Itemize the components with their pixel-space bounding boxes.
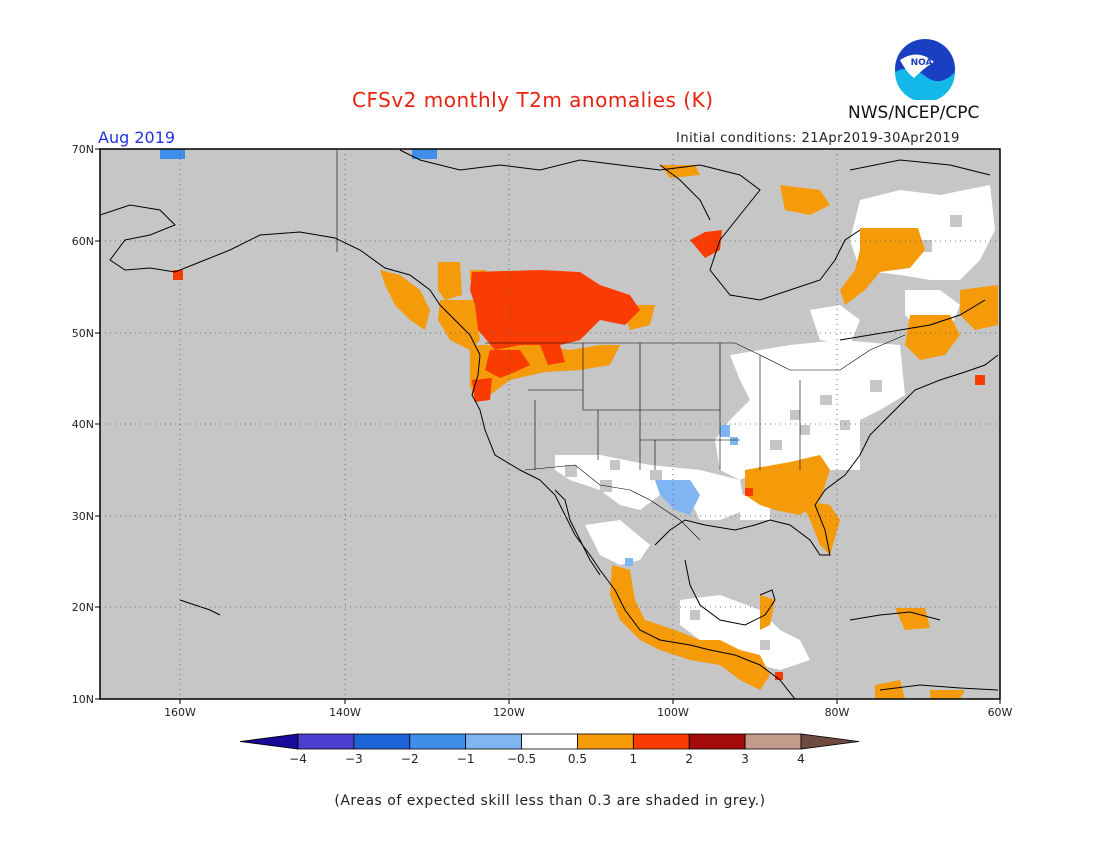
borders bbox=[336, 150, 906, 541]
logo-text: NOAA bbox=[911, 58, 940, 68]
lat-label: 30N bbox=[71, 510, 94, 523]
colorbar-box bbox=[465, 733, 522, 750]
chart-title: CFSv2 monthly T2m anomalies (K) bbox=[352, 88, 714, 112]
colorbar-tick-label: 1 bbox=[629, 752, 638, 766]
noaa-logo-icon: NOAA bbox=[895, 39, 955, 100]
lat-label: 60N bbox=[71, 235, 94, 248]
lon-label: 80W bbox=[824, 706, 850, 719]
colorbar-box bbox=[297, 733, 355, 750]
valid-month: Aug 2019 bbox=[98, 128, 176, 147]
colorbar-box bbox=[409, 733, 467, 750]
axis-ticks bbox=[95, 148, 1001, 704]
colorbar-tick-label: −3 bbox=[345, 752, 363, 766]
agency-label: NWS/NCEP/CPC bbox=[848, 103, 980, 123]
low-skill-speckles bbox=[565, 215, 962, 650]
warm-05-1-regions bbox=[380, 165, 998, 699]
lat-label: 40N bbox=[71, 418, 94, 431]
lon-label: 100W bbox=[657, 706, 689, 719]
cool-05-1-regions bbox=[625, 425, 738, 566]
colorbar-tick-label: 2 bbox=[685, 752, 694, 766]
colorbar-tick-label: 3 bbox=[741, 752, 749, 766]
colorbar-tick-label: 4 bbox=[797, 752, 805, 766]
colorbar-arrow-low bbox=[239, 733, 299, 750]
footnote: (Areas of expected skill less than 0.3 a… bbox=[334, 793, 766, 809]
colorbar-arrow-high bbox=[800, 733, 860, 750]
lat-label: 70N bbox=[71, 143, 94, 156]
colorbar-tick-label: −2 bbox=[400, 752, 419, 766]
warm-1-2-regions bbox=[173, 230, 985, 680]
colorbar bbox=[239, 733, 860, 750]
near-normal-regions bbox=[555, 185, 995, 670]
colorbar-box bbox=[577, 733, 634, 750]
cool-1-2-regions bbox=[160, 149, 437, 159]
colorbar-tick-label: −4 bbox=[289, 752, 307, 766]
graticule bbox=[100, 149, 1000, 699]
lon-label: 160W bbox=[164, 706, 196, 719]
colorbar-box bbox=[632, 733, 690, 750]
anomaly-patches bbox=[160, 149, 998, 699]
lat-label: 10N bbox=[71, 693, 94, 706]
coastlines bbox=[100, 149, 999, 699]
colorbar-box bbox=[744, 733, 802, 750]
colorbar-tick-label: −1 bbox=[456, 752, 475, 766]
lon-label: 120W bbox=[493, 706, 525, 719]
colorbar-box bbox=[688, 733, 746, 750]
lon-label: 140W bbox=[329, 706, 361, 719]
lat-label: 50N bbox=[71, 327, 94, 340]
colorbar-tick-label: −0.5 bbox=[506, 752, 537, 766]
initial-conditions: Initial conditions: 21Apr2019-30Apr2019 bbox=[676, 131, 960, 146]
lon-label: 60W bbox=[987, 706, 1013, 719]
colorbar-tick-label: 0.5 bbox=[567, 752, 587, 766]
colorbar-box bbox=[353, 733, 411, 750]
lat-label: 20N bbox=[71, 601, 94, 614]
colorbar-box bbox=[521, 733, 578, 750]
